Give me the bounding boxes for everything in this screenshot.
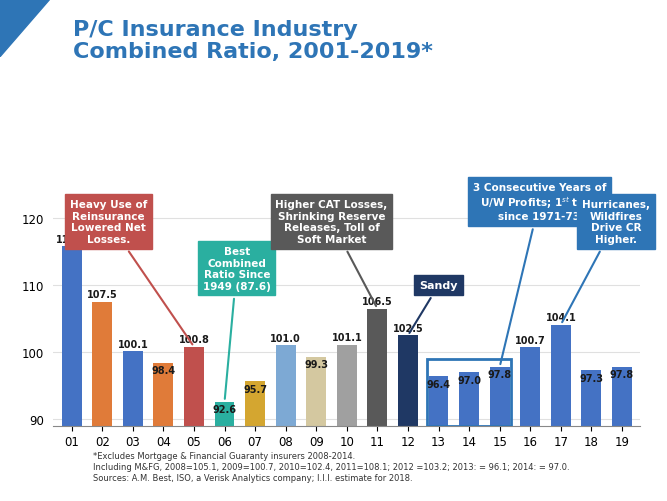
Text: 107.5: 107.5 bbox=[87, 290, 117, 300]
Bar bbox=[306, 357, 326, 426]
Bar bbox=[215, 402, 235, 426]
Bar bbox=[51, 449, 59, 478]
Text: 115.8: 115.8 bbox=[56, 234, 87, 244]
Text: 104.1: 104.1 bbox=[546, 312, 576, 322]
Bar bbox=[490, 367, 510, 426]
Text: Higher CAT Losses,
Shrinking Reserve
Releases, Toll of
Soft Market: Higher CAT Losses, Shrinking Reserve Rel… bbox=[275, 200, 388, 307]
Text: 97.0: 97.0 bbox=[457, 375, 481, 385]
Bar bbox=[368, 309, 388, 426]
Bar bbox=[520, 348, 540, 426]
Text: 3 Consecutive Years of
U/W Profits; 1$^{st}$ time
since 1971-73: 3 Consecutive Years of U/W Profits; 1$^{… bbox=[473, 182, 606, 364]
Text: Sandy: Sandy bbox=[410, 281, 458, 333]
Bar bbox=[63, 455, 70, 478]
Bar bbox=[551, 325, 571, 426]
Text: Sources: A.M. Best, ISO, a Verisk Analytics company; I.I.I. estimate for 2018.: Sources: A.M. Best, ISO, a Verisk Analyt… bbox=[93, 473, 413, 482]
Text: 102.5: 102.5 bbox=[393, 323, 424, 333]
Bar bbox=[459, 372, 479, 426]
Text: Including M&FG, 2008=105.1, 2009=100.7, 2010=102.4, 2011=108.1; 2012 =103.2; 201: Including M&FG, 2008=105.1, 2009=100.7, … bbox=[93, 462, 570, 471]
Text: 101.1: 101.1 bbox=[331, 332, 362, 342]
Text: P/C Insurance Industry
Combined Ratio, 2001-2019*: P/C Insurance Industry Combined Ratio, 2… bbox=[73, 20, 434, 62]
Bar bbox=[245, 381, 265, 426]
Text: Heavy Use of
Reinsurance
Lowered Net
Losses.: Heavy Use of Reinsurance Lowered Net Los… bbox=[69, 200, 192, 345]
Bar bbox=[427, 359, 512, 426]
Text: 106.5: 106.5 bbox=[362, 296, 393, 306]
Bar bbox=[582, 370, 602, 426]
Text: 100.8: 100.8 bbox=[179, 334, 209, 344]
Bar bbox=[337, 345, 357, 426]
Bar bbox=[92, 302, 112, 426]
Bar bbox=[398, 336, 418, 426]
Bar bbox=[123, 352, 143, 426]
Bar bbox=[153, 363, 173, 426]
Text: 100.7: 100.7 bbox=[515, 335, 546, 345]
Text: 92.6: 92.6 bbox=[213, 404, 237, 414]
Text: 96.4: 96.4 bbox=[427, 379, 450, 389]
Bar bbox=[429, 376, 448, 426]
Text: 97.8: 97.8 bbox=[488, 370, 512, 380]
Bar bbox=[62, 247, 81, 426]
Text: Best
Combined
Ratio Since
1949 (87.6): Best Combined Ratio Since 1949 (87.6) bbox=[203, 246, 271, 399]
Text: Hurricanes,
Wildfires
Drive CR
Higher.: Hurricanes, Wildfires Drive CR Higher. bbox=[562, 200, 650, 323]
Text: 95.7: 95.7 bbox=[243, 384, 267, 394]
Text: 97.3: 97.3 bbox=[580, 373, 604, 383]
Text: 98.4: 98.4 bbox=[151, 366, 175, 376]
Bar bbox=[184, 347, 204, 426]
Polygon shape bbox=[0, 0, 50, 58]
Bar bbox=[275, 346, 295, 426]
Bar bbox=[612, 367, 632, 426]
Text: 100.1: 100.1 bbox=[117, 339, 148, 349]
Bar bbox=[41, 460, 48, 478]
Text: *Excludes Mortgage & Financial Guaranty insurers 2008-2014.: *Excludes Mortgage & Financial Guaranty … bbox=[93, 451, 356, 460]
Text: 101.0: 101.0 bbox=[270, 333, 301, 343]
Text: 99.3: 99.3 bbox=[304, 360, 328, 370]
Text: 97.8: 97.8 bbox=[610, 370, 634, 380]
